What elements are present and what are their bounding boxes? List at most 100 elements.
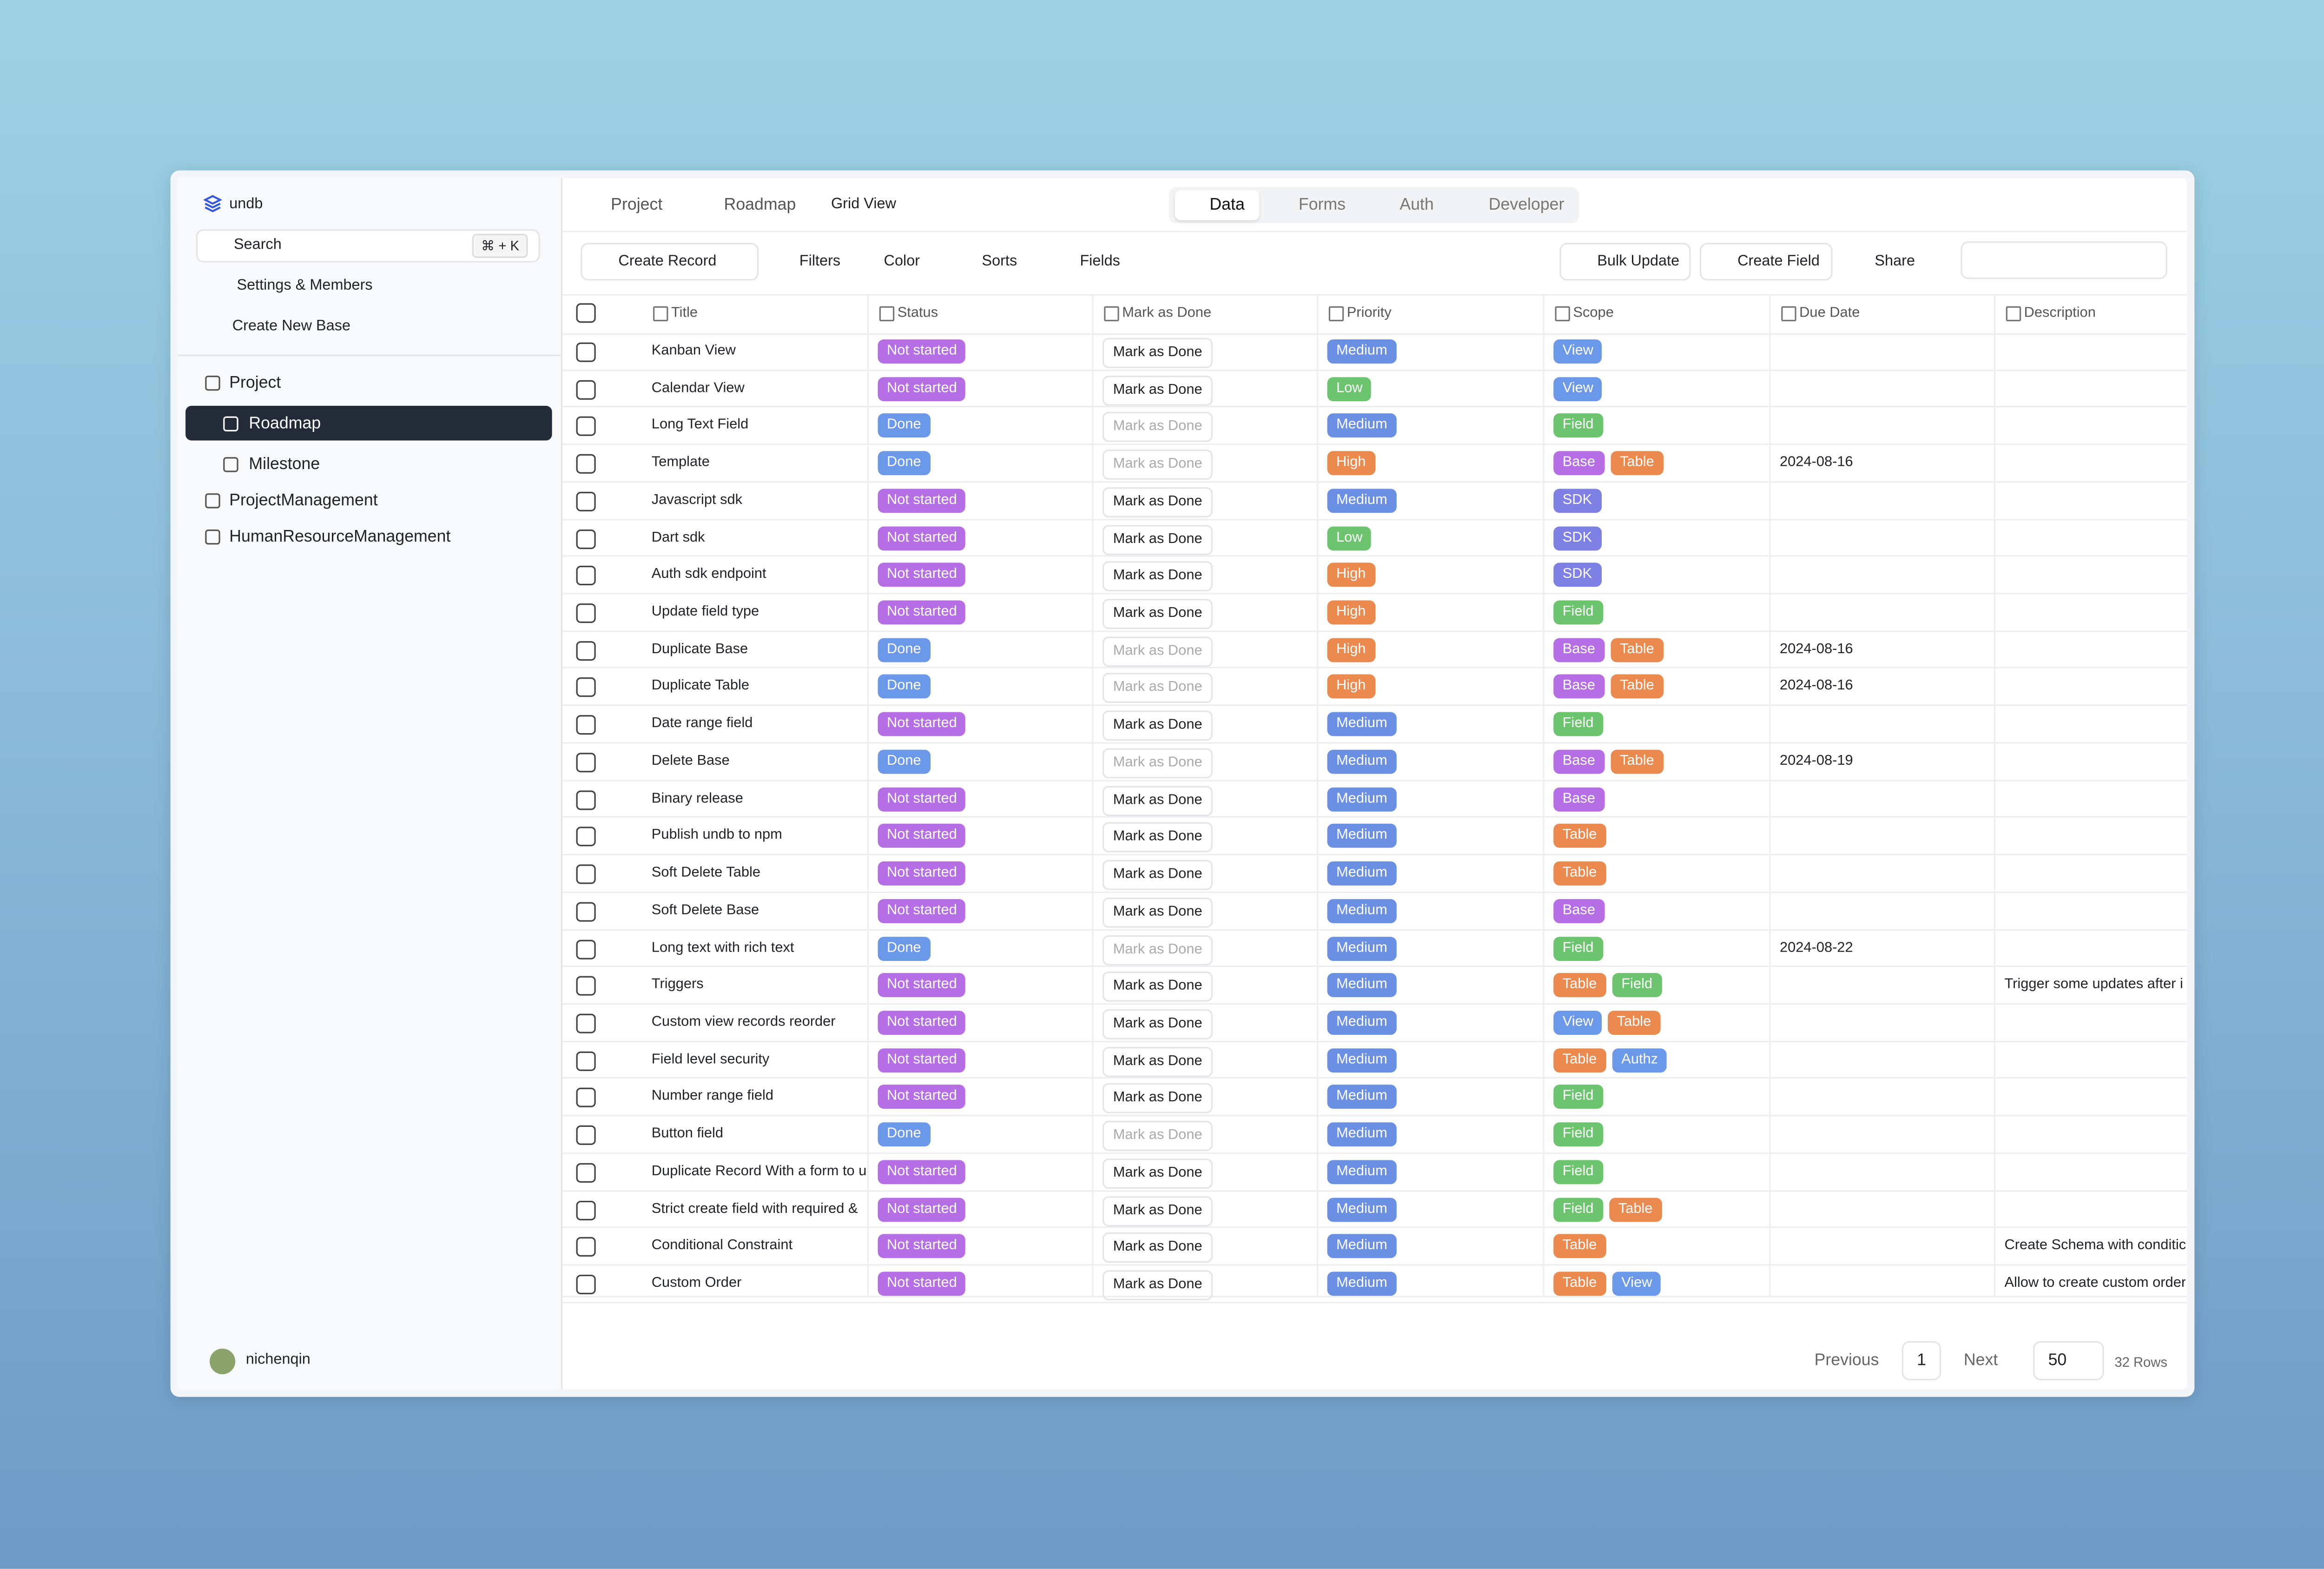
base-name[interactable]: HumanResourceManagement	[229, 528, 451, 546]
toolbar-button[interactable]: Sorts	[982, 253, 1017, 270]
table-header	[562, 294, 2187, 335]
row-checkbox[interactable]	[576, 901, 596, 921]
row-border	[562, 444, 2187, 445]
mark-button[interactable]: Mark as Done	[1103, 487, 1213, 517]
row-checkbox[interactable]	[576, 678, 596, 698]
column-header[interactable]: Mark as Done	[1122, 305, 1212, 322]
column-header[interactable]: Status	[897, 305, 938, 322]
column-header[interactable]: Title	[671, 305, 698, 322]
mark-button[interactable]: Mark as Done	[1103, 785, 1213, 816]
row-checkbox[interactable]	[576, 1013, 596, 1033]
row-checkbox[interactable]	[576, 790, 596, 810]
search-label[interactable]: Search	[233, 237, 282, 254]
mark-button[interactable]: Mark as Done	[1103, 599, 1213, 629]
toolbar-button[interactable]: Filters	[799, 253, 841, 270]
breadcrumb-item[interactable]: Roadmap	[724, 196, 796, 214]
tab[interactable]: Data	[1209, 196, 1245, 214]
row-checkbox[interactable]	[576, 1125, 596, 1145]
settings-link[interactable]: Settings & Members	[237, 278, 373, 294]
mark-button[interactable]: Mark as Done	[1103, 338, 1213, 368]
row-checkbox[interactable]	[576, 1088, 596, 1108]
row-checkbox[interactable]	[576, 529, 596, 549]
row-checkbox[interactable]	[576, 752, 596, 773]
mark-button: Mark as Done	[1103, 1121, 1213, 1152]
previous-button[interactable]: Previous	[1814, 1351, 1879, 1370]
page-size-select[interactable]: 50	[2033, 1341, 2104, 1381]
priority-pill: Medium	[1327, 861, 1397, 886]
avatar	[210, 1348, 236, 1375]
toolbar-button[interactable]: Create Field	[1700, 243, 1833, 281]
tab[interactable]: Auth	[1400, 196, 1434, 214]
next-button[interactable]: Next	[1963, 1351, 1998, 1370]
row-border	[562, 891, 2187, 893]
mark-button[interactable]: Mark as Done	[1103, 822, 1213, 853]
row-checkbox[interactable]	[576, 342, 596, 362]
search-input[interactable]	[1961, 241, 2167, 279]
priority-pill: Low	[1327, 377, 1372, 401]
scope-pill: View	[1612, 1271, 1662, 1296]
create-record-button[interactable]: Create Record	[581, 243, 759, 281]
table-name[interactable]: Milestone	[249, 455, 320, 474]
mark-button[interactable]: Mark as Done	[1103, 562, 1213, 592]
row-checkbox[interactable]	[576, 976, 596, 996]
base-name[interactable]: ProjectManagement	[229, 491, 378, 510]
row-checkbox[interactable]	[576, 939, 596, 959]
row-checkbox[interactable]	[576, 491, 596, 511]
title-cell: Duplicate Base	[651, 641, 748, 657]
toolbar-button[interactable]: Fields	[1080, 253, 1120, 270]
mark-button[interactable]: Mark as Done	[1103, 1232, 1213, 1263]
toolbar-button[interactable]: Bulk Update	[1559, 243, 1691, 281]
column-header[interactable]: Description	[2024, 305, 2096, 322]
tab[interactable]: Developer	[1488, 196, 1565, 214]
mark-button[interactable]: Mark as Done	[1103, 375, 1213, 405]
row-checkbox[interactable]	[576, 1163, 596, 1183]
toolbar-button[interactable]: Share	[1875, 253, 1915, 270]
status-pill: Done	[878, 675, 931, 699]
create-base-link[interactable]: Create New Base	[232, 318, 351, 335]
table-name[interactable]: Roadmap	[249, 415, 321, 433]
column-header[interactable]: Priority	[1347, 305, 1392, 322]
scope-pill: Base	[1553, 899, 1604, 923]
mark-button[interactable]: Mark as Done	[1103, 524, 1213, 555]
tab[interactable]: Forms	[1298, 196, 1346, 214]
scope-pill: SDK	[1553, 563, 1601, 588]
row-checkbox[interactable]	[576, 1274, 596, 1295]
page-button[interactable]: 1	[1901, 1341, 1941, 1381]
scope-pill: SDK	[1553, 488, 1601, 513]
mark-button[interactable]: Mark as Done	[1103, 1046, 1213, 1077]
description: Allow to create custom order	[2004, 1274, 2185, 1291]
breadcrumb-item[interactable]: Grid View	[831, 196, 897, 213]
row-checkbox[interactable]	[576, 454, 596, 474]
mark-button[interactable]: Mark as Done	[1103, 1158, 1213, 1189]
breadcrumb-item[interactable]: Project	[611, 196, 663, 214]
row-checkbox[interactable]	[576, 827, 596, 847]
mark-button[interactable]: Mark as Done	[1103, 860, 1213, 890]
toolbar-button[interactable]: Color	[884, 253, 920, 270]
mark-button[interactable]: Mark as Done	[1103, 710, 1213, 741]
selected-item	[185, 405, 552, 441]
column-header[interactable]: Scope	[1573, 305, 1614, 322]
row-checkbox[interactable]	[576, 1237, 596, 1257]
mark-button[interactable]: Mark as Done	[1103, 1009, 1213, 1039]
row-checkbox[interactable]	[576, 603, 596, 623]
mark-button[interactable]: Mark as Done	[1103, 1084, 1213, 1114]
base-name[interactable]: Project	[229, 374, 281, 392]
mark-button[interactable]: Mark as Done	[1103, 897, 1213, 927]
mark-button[interactable]: Mark as Done	[1103, 972, 1213, 1002]
row-checkbox[interactable]	[576, 417, 596, 437]
status-pill: Done	[878, 936, 931, 960]
mark-button[interactable]: Mark as Done	[1103, 1270, 1213, 1301]
row-checkbox[interactable]	[576, 1051, 596, 1071]
row-checkbox[interactable]	[576, 1200, 596, 1220]
column-header[interactable]: Due Date	[1799, 305, 1860, 322]
user-name[interactable]: nichenqin	[245, 1351, 310, 1369]
column-divider	[867, 294, 869, 1296]
row-checkbox[interactable]	[576, 641, 596, 661]
mark-button[interactable]: Mark as Done	[1103, 1195, 1213, 1226]
row-checkbox[interactable]	[576, 566, 596, 586]
row-checkbox[interactable]	[576, 864, 596, 884]
scope-pill: Field	[1553, 1122, 1603, 1147]
row-checkbox[interactable]	[576, 715, 596, 735]
scope-pill: Base	[1553, 675, 1604, 699]
row-checkbox[interactable]	[576, 379, 596, 399]
